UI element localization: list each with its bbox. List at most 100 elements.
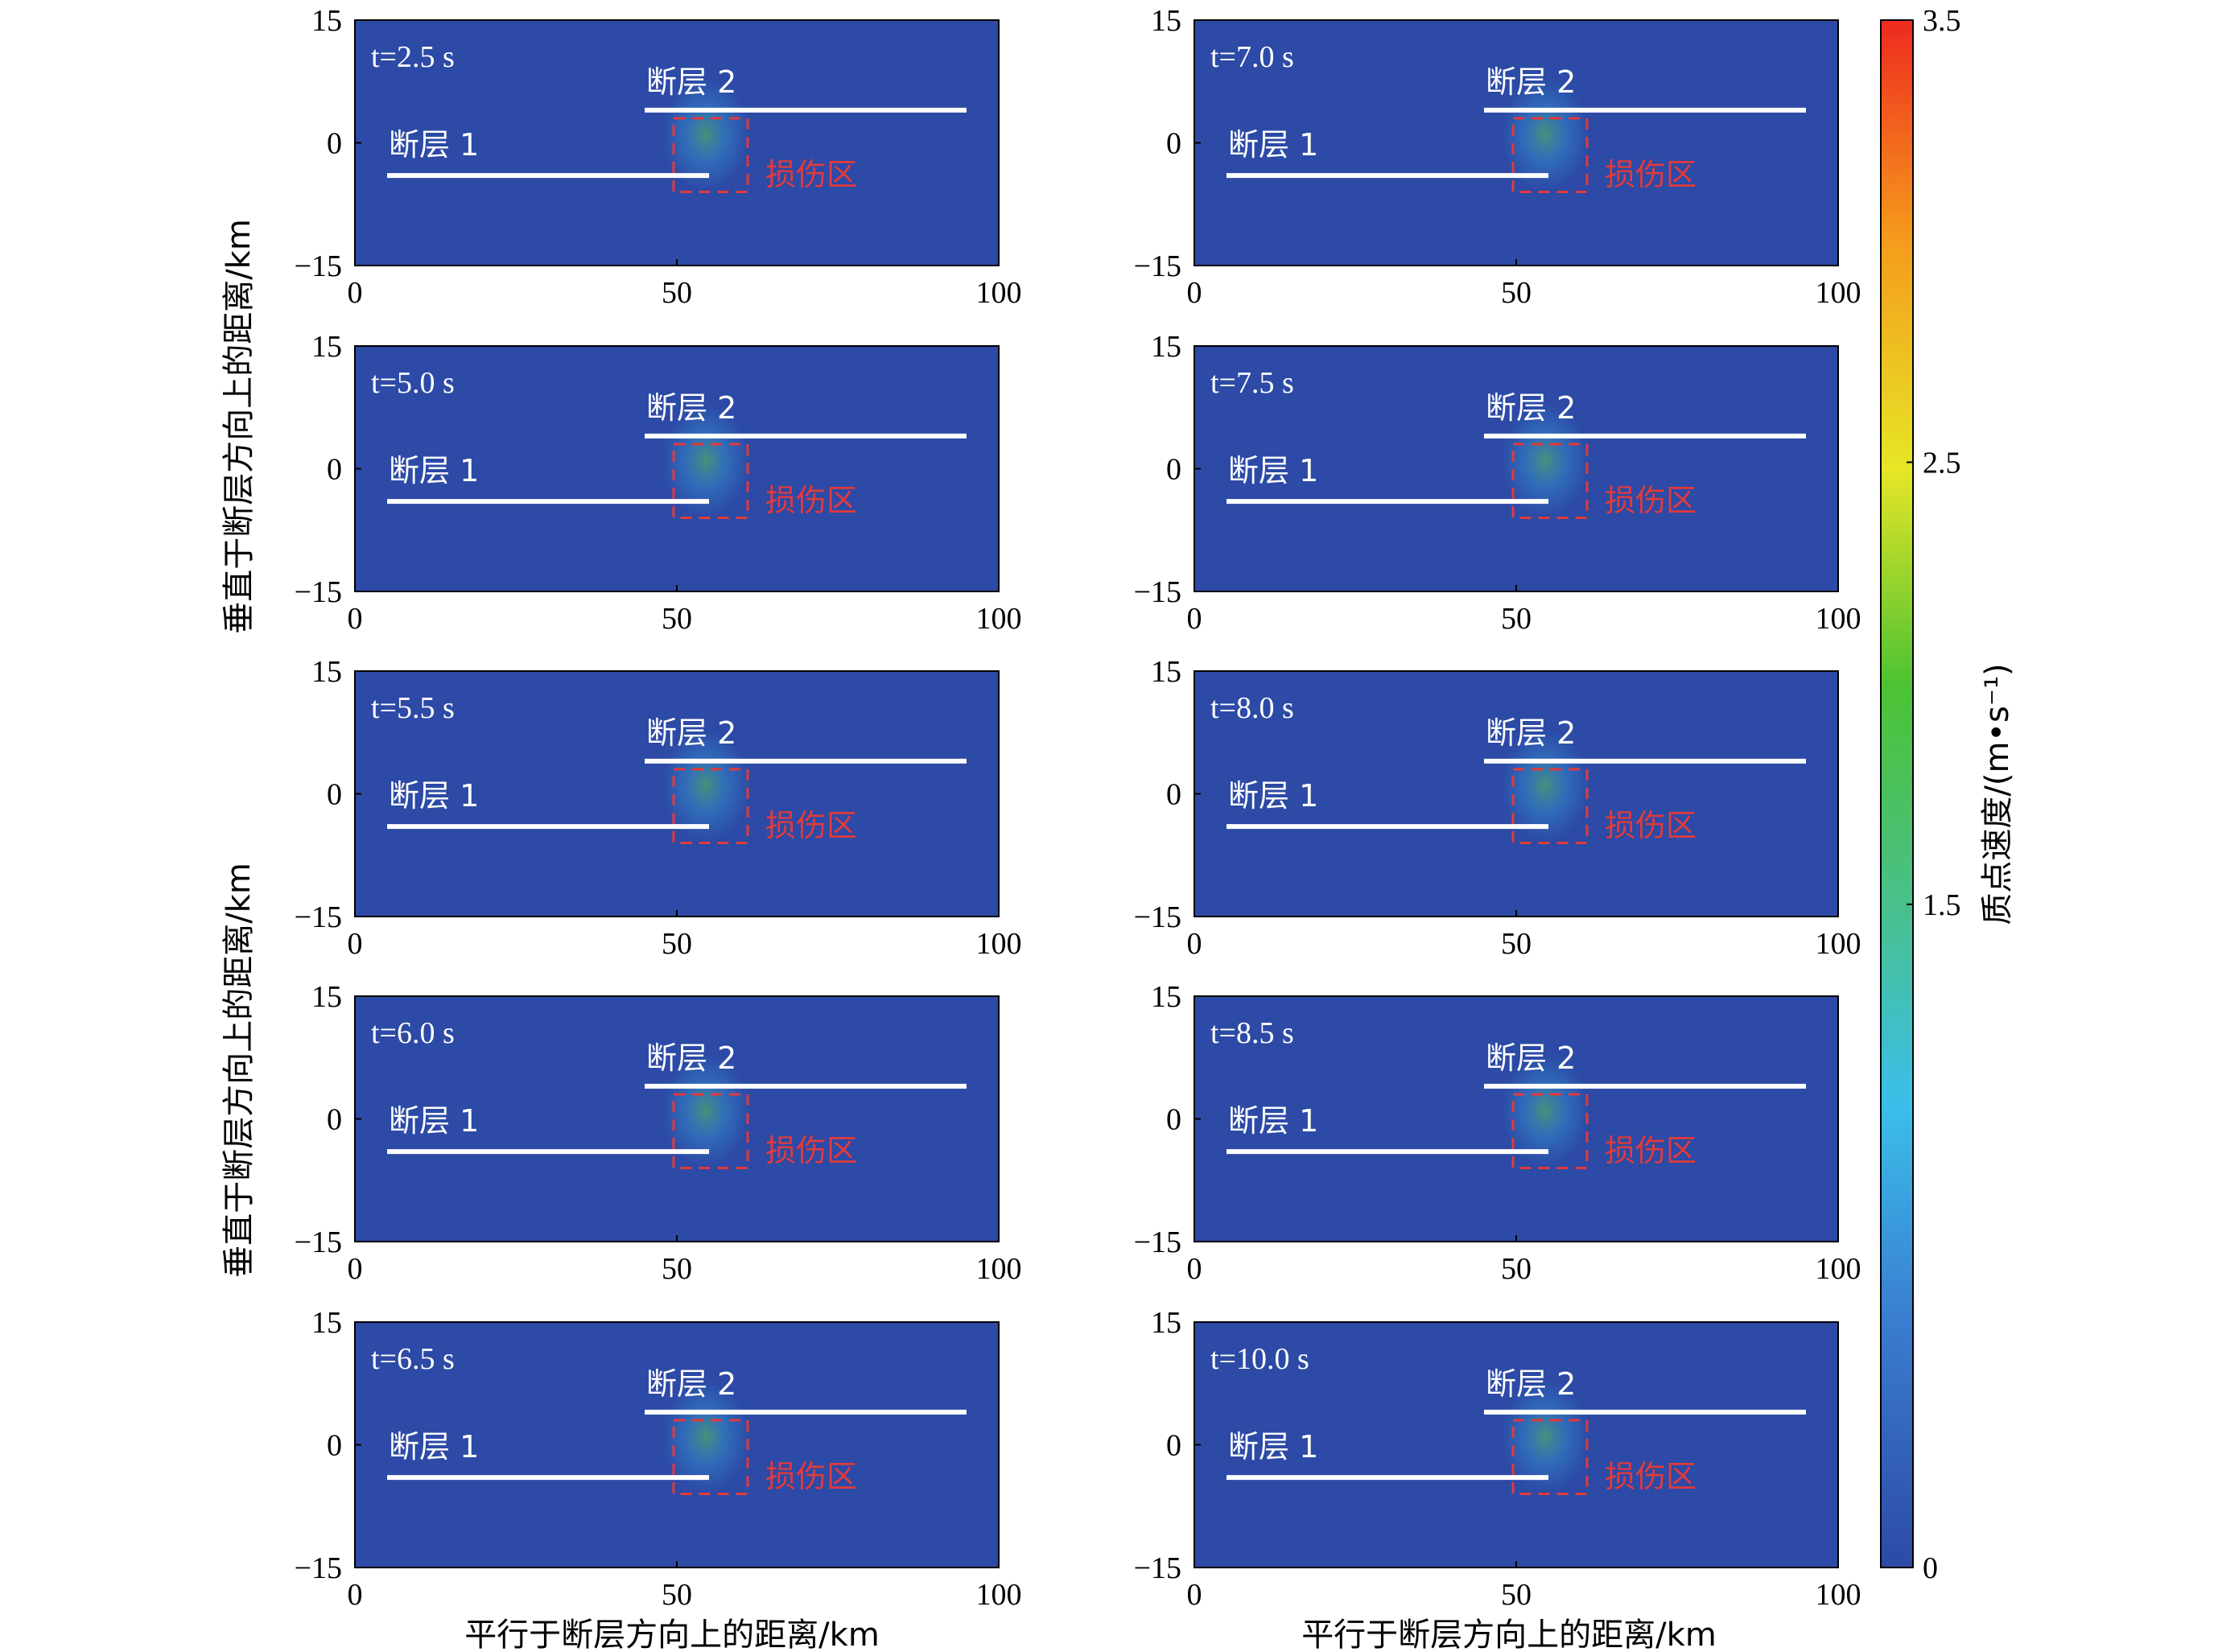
damage-zone-label: 损伤区	[765, 483, 857, 518]
y-tick-label: 0	[1166, 778, 1181, 812]
damage-zone-box	[672, 1093, 749, 1169]
damage-zone-box	[1511, 443, 1589, 519]
damage-zone-box	[1511, 768, 1589, 844]
fault-2-label: 断层 2	[646, 1366, 736, 1402]
damage-zone-box	[1511, 1419, 1589, 1495]
fault-1-label: 断层 1	[389, 1103, 479, 1139]
x-tick-label: 100	[976, 602, 1022, 636]
x-tick-label: 0	[1187, 1252, 1202, 1286]
colorbar-tick-label: 2.5	[1923, 446, 1961, 480]
x-tick-label: 0	[348, 1578, 363, 1612]
damage-zone-label: 损伤区	[1605, 808, 1696, 843]
x-tick-label: 0	[348, 276, 363, 310]
colorbar-gradient	[1880, 19, 1914, 1568]
y-tick-label: 15	[311, 330, 342, 364]
x-tick-label: 50	[1501, 1252, 1532, 1286]
colorbar-tick-label: 1.5	[1923, 888, 1961, 922]
y-tick-label: −15	[295, 1226, 342, 1259]
y-tick-label: −15	[1134, 1551, 1181, 1585]
y-tick-label: −15	[1134, 575, 1181, 609]
x-tick-label: 100	[1816, 1578, 1861, 1612]
wavefront-glow	[662, 1380, 750, 1493]
y-axis-label-upper: 垂直于断层方向上的距离/km	[221, 219, 258, 634]
y-tick-label: 15	[311, 4, 342, 38]
y-tick-label: 0	[327, 127, 342, 161]
y-tick-label: 15	[1151, 1306, 1181, 1340]
x-tick-label: 0	[1187, 1578, 1202, 1612]
fault-1-label: 断层 1	[389, 1429, 479, 1465]
wavefront-glow	[662, 1054, 750, 1168]
x-tick-label: 50	[1501, 927, 1532, 961]
y-tick-label: −15	[295, 900, 342, 934]
time-label: t=8.0 s	[1210, 691, 1294, 725]
damage-zone-label: 损伤区	[765, 1133, 857, 1168]
x-tick-label: 50	[1501, 1578, 1532, 1612]
x-tick-label: 100	[1816, 1252, 1861, 1286]
wavefront-glow	[662, 404, 750, 517]
damage-zone-box	[672, 443, 749, 519]
y-tick-label: −15	[295, 249, 342, 283]
wavefront-glow	[662, 729, 750, 842]
time-label: t=10.0 s	[1210, 1342, 1309, 1376]
x-tick-label: 100	[976, 276, 1022, 310]
x-tick-label: 0	[1187, 276, 1202, 310]
time-label: t=7.0 s	[1210, 40, 1294, 74]
y-tick-label: −15	[1134, 1226, 1181, 1259]
wavefront-glow	[1501, 1054, 1589, 1168]
y-tick-label: 15	[311, 1306, 342, 1340]
damage-zone-box	[672, 768, 749, 844]
y-tick-label: 15	[1151, 980, 1181, 1014]
x-tick-label: 0	[348, 602, 363, 636]
fault-2-label: 断层 2	[1486, 1366, 1576, 1402]
fault-2-label: 断层 2	[1486, 64, 1576, 100]
damage-zone-label: 损伤区	[1605, 483, 1696, 518]
time-label: t=7.5 s	[1210, 366, 1294, 400]
fault-1-label: 断层 1	[389, 127, 479, 163]
fault-1-label: 断层 1	[1228, 1429, 1318, 1465]
y-tick-label: 0	[327, 453, 342, 487]
fault-2-label: 断层 2	[1486, 390, 1576, 426]
wavefront-glow	[1501, 404, 1589, 517]
time-label: t=2.5 s	[371, 40, 455, 74]
y-tick-label: 0	[1166, 127, 1181, 161]
x-tick-label: 100	[1816, 927, 1861, 961]
damage-zone-label: 损伤区	[765, 1459, 857, 1494]
y-tick-label: −15	[1134, 249, 1181, 283]
x-tick-label: 50	[662, 1578, 692, 1612]
time-label: t=6.0 s	[371, 1016, 455, 1050]
damage-zone-box	[1511, 1093, 1589, 1169]
damage-zone-label: 损伤区	[765, 157, 857, 192]
fault-2-label: 断层 2	[1486, 1040, 1576, 1076]
damage-zone-label: 损伤区	[1605, 1133, 1696, 1168]
x-tick-label: 50	[1501, 276, 1532, 310]
x-tick-label: 0	[1187, 927, 1202, 961]
y-tick-label: −15	[1134, 900, 1181, 934]
damage-zone-box	[1511, 117, 1589, 193]
damage-zone-box	[672, 1419, 749, 1495]
wavefront-glow	[1501, 78, 1589, 192]
fault-2-label: 断层 2	[646, 1040, 736, 1076]
y-tick-label: 15	[311, 980, 342, 1014]
x-tick-label: 0	[1187, 602, 1202, 636]
x-tick-label: 0	[348, 927, 363, 961]
x-tick-label: 100	[976, 927, 1022, 961]
fault-1-label: 断层 1	[389, 778, 479, 814]
x-tick-label: 100	[976, 1252, 1022, 1286]
y-tick-label: 0	[1166, 1429, 1181, 1463]
x-tick-label: 50	[662, 927, 692, 961]
fault-2-label: 断层 2	[646, 64, 736, 100]
y-tick-label: −15	[295, 575, 342, 609]
damage-zone-label: 损伤区	[1605, 157, 1696, 192]
x-axis-label-right: 平行于断层方向上的距离/km	[1301, 1617, 1717, 1652]
y-tick-label: −15	[295, 1551, 342, 1585]
wavefront-glow	[1501, 1380, 1589, 1493]
